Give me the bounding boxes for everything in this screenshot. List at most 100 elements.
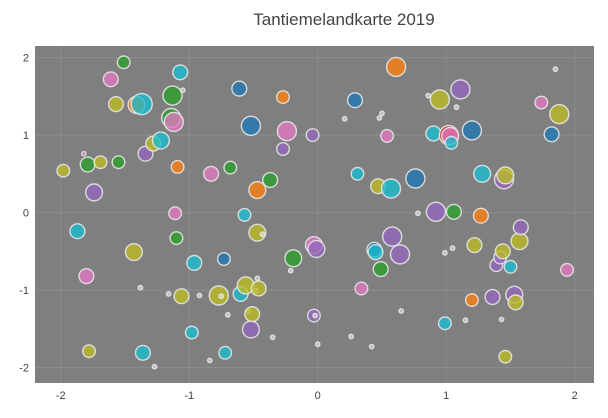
data-point[interactable] bbox=[510, 232, 529, 251]
data-point[interactable] bbox=[560, 262, 575, 277]
data-point[interactable] bbox=[102, 71, 119, 88]
data-point[interactable] bbox=[398, 308, 405, 314]
data-point[interactable] bbox=[307, 239, 326, 259]
data-point[interactable] bbox=[240, 115, 262, 137]
data-point[interactable] bbox=[124, 243, 143, 262]
data-point[interactable] bbox=[449, 245, 456, 252]
data-point[interactable] bbox=[445, 203, 463, 220]
data-point[interactable] bbox=[248, 181, 267, 200]
data-point[interactable] bbox=[81, 344, 96, 359]
data-point[interactable] bbox=[218, 293, 225, 300]
data-point[interactable] bbox=[367, 244, 384, 261]
data-point[interactable] bbox=[163, 111, 185, 133]
data-point[interactable] bbox=[376, 115, 383, 121]
data-point[interactable] bbox=[314, 341, 321, 348]
data-point[interactable] bbox=[312, 312, 318, 319]
data-point[interactable] bbox=[116, 55, 131, 70]
data-point[interactable] bbox=[379, 110, 385, 117]
data-point[interactable] bbox=[552, 66, 559, 73]
data-point[interactable] bbox=[382, 226, 403, 247]
data-point[interactable] bbox=[218, 345, 233, 360]
data-point[interactable] bbox=[425, 92, 432, 99]
data-point[interactable] bbox=[168, 206, 183, 221]
data-point[interactable] bbox=[503, 259, 518, 274]
data-point[interactable] bbox=[464, 293, 479, 308]
data-point[interactable] bbox=[79, 156, 96, 173]
data-point[interactable] bbox=[473, 164, 492, 183]
data-point[interactable] bbox=[305, 128, 320, 143]
data-point[interactable] bbox=[196, 292, 203, 299]
data-point[interactable] bbox=[385, 56, 407, 78]
data-point[interactable] bbox=[162, 85, 183, 106]
data-point[interactable] bbox=[496, 166, 515, 185]
data-point[interactable] bbox=[354, 281, 369, 296]
data-point[interactable] bbox=[472, 207, 490, 224]
data-point[interactable] bbox=[350, 166, 365, 181]
data-point[interactable] bbox=[170, 159, 185, 174]
data-point[interactable] bbox=[429, 89, 450, 110]
data-point[interactable] bbox=[389, 244, 411, 265]
data-point[interactable] bbox=[224, 311, 231, 318]
data-point[interactable] bbox=[498, 316, 505, 323]
data-point[interactable] bbox=[262, 171, 279, 189]
data-point[interactable] bbox=[494, 243, 511, 260]
data-point[interactable] bbox=[348, 333, 354, 340]
data-point[interactable] bbox=[107, 95, 125, 113]
data-point[interactable] bbox=[425, 125, 442, 142]
data-point[interactable] bbox=[534, 95, 549, 110]
data-point[interactable] bbox=[276, 90, 291, 105]
data-point[interactable] bbox=[151, 363, 158, 370]
data-point[interactable] bbox=[372, 261, 389, 278]
data-point[interactable] bbox=[203, 165, 220, 182]
data-point[interactable] bbox=[276, 141, 291, 156]
data-point[interactable] bbox=[216, 251, 231, 266]
data-point[interactable] bbox=[543, 126, 560, 143]
data-point[interactable] bbox=[111, 155, 126, 170]
data-point[interactable] bbox=[78, 268, 95, 285]
data-point[interactable] bbox=[498, 349, 513, 364]
data-point[interactable] bbox=[69, 223, 86, 240]
data-point[interactable] bbox=[444, 135, 459, 150]
data-point[interactable] bbox=[241, 320, 260, 339]
data-point[interactable] bbox=[81, 150, 87, 157]
data-point[interactable] bbox=[484, 288, 501, 306]
data-point[interactable] bbox=[453, 104, 460, 111]
data-point[interactable] bbox=[237, 207, 252, 222]
data-point[interactable] bbox=[405, 168, 426, 189]
data-point[interactable] bbox=[93, 155, 108, 170]
data-point[interactable] bbox=[137, 284, 144, 291]
data-point[interactable] bbox=[223, 160, 238, 175]
data-point[interactable] bbox=[151, 131, 170, 150]
data-point[interactable] bbox=[380, 128, 395, 143]
data-point[interactable] bbox=[284, 249, 303, 268]
data-point[interactable] bbox=[346, 92, 364, 109]
data-point[interactable] bbox=[130, 92, 153, 116]
data-point[interactable] bbox=[259, 231, 266, 238]
data-point[interactable] bbox=[179, 87, 186, 94]
data-point[interactable] bbox=[276, 120, 298, 142]
data-point[interactable] bbox=[172, 64, 189, 81]
data-point[interactable] bbox=[380, 178, 402, 199]
data-point[interactable] bbox=[186, 254, 203, 272]
data-point[interactable] bbox=[287, 267, 294, 274]
data-point[interactable] bbox=[414, 210, 421, 217]
data-point[interactable] bbox=[244, 306, 261, 323]
data-point[interactable] bbox=[437, 316, 452, 331]
data-point[interactable] bbox=[169, 231, 184, 246]
data-point[interactable] bbox=[466, 237, 483, 254]
data-point[interactable] bbox=[254, 275, 261, 282]
data-point[interactable] bbox=[507, 294, 524, 311]
data-point[interactable] bbox=[269, 334, 276, 341]
data-point[interactable] bbox=[425, 201, 447, 223]
data-point[interactable] bbox=[184, 325, 199, 340]
data-point[interactable] bbox=[461, 120, 483, 141]
data-point[interactable] bbox=[134, 344, 152, 361]
data-point[interactable] bbox=[173, 288, 190, 305]
data-point[interactable] bbox=[512, 219, 529, 236]
data-point[interactable] bbox=[368, 343, 375, 350]
data-point[interactable] bbox=[84, 183, 104, 202]
data-point[interactable] bbox=[231, 80, 248, 97]
data-point[interactable] bbox=[250, 280, 267, 297]
data-point[interactable] bbox=[56, 163, 71, 178]
data-point[interactable] bbox=[549, 103, 570, 125]
